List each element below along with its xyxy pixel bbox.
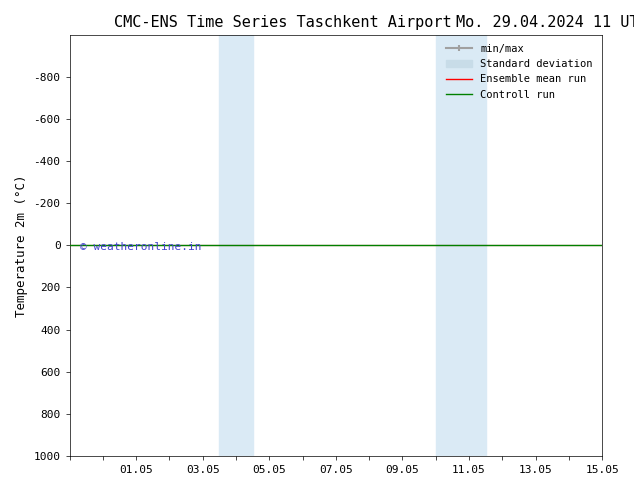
Bar xyxy=(436,35,486,456)
Text: CMC-ENS Time Series Taschkent Airport: CMC-ENS Time Series Taschkent Airport xyxy=(114,15,452,30)
Text: Mo. 29.04.2024 11 UTC: Mo. 29.04.2024 11 UTC xyxy=(456,15,634,30)
Text: © weatheronline.in: © weatheronline.in xyxy=(81,243,202,252)
Y-axis label: Temperature 2m (°C): Temperature 2m (°C) xyxy=(15,174,28,317)
Bar xyxy=(219,35,252,456)
Legend: min/max, Standard deviation, Ensemble mean run, Controll run: min/max, Standard deviation, Ensemble me… xyxy=(442,40,597,104)
